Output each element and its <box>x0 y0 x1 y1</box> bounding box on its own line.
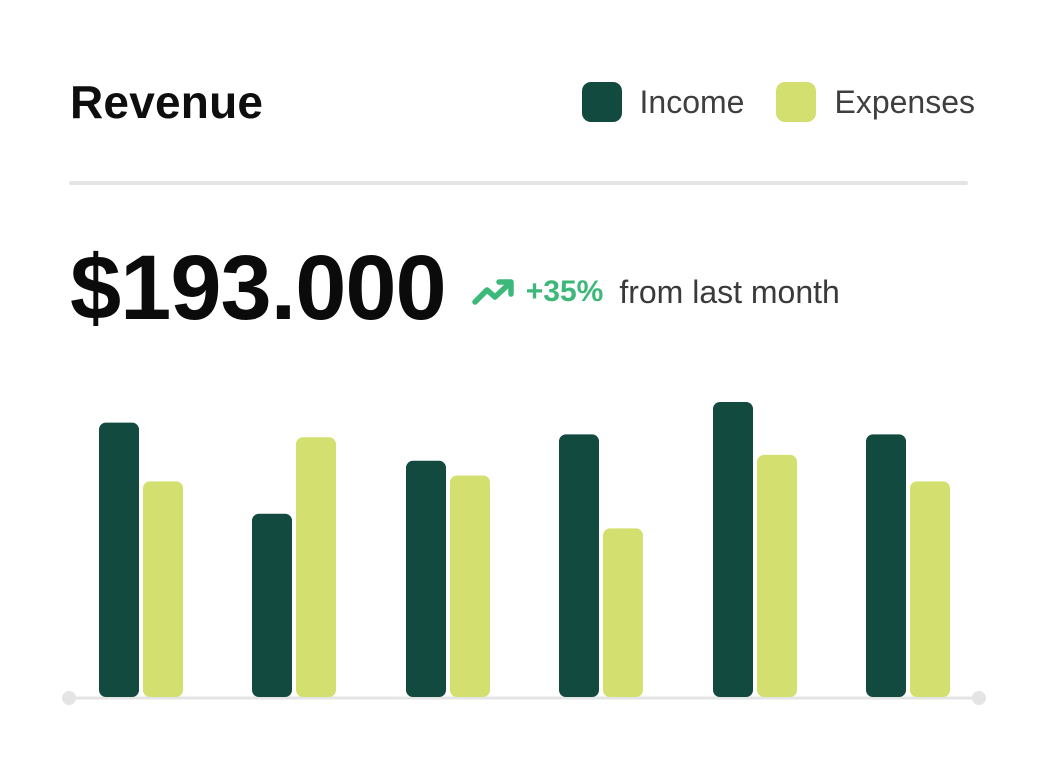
trending-up-icon-arrowhead <box>495 279 514 297</box>
revenue-bar-chart <box>62 402 986 705</box>
trending-up-icon-line <box>471 280 513 305</box>
chart-legend: Income Expenses <box>550 82 975 122</box>
expenses-swatch <box>776 82 817 122</box>
card-title: Revenue <box>70 76 264 128</box>
income-bar-3 <box>406 460 446 697</box>
expenses-bar-3 <box>450 475 490 697</box>
legend-label-expenses: Expenses <box>834 84 975 120</box>
revenue-summary: $193.000 +35% from last month <box>70 238 840 338</box>
trending-up-icon <box>471 277 516 307</box>
expenses-bar-5 <box>757 454 797 697</box>
expenses-bar-1 <box>143 481 183 697</box>
legend-item-income: Income <box>581 82 745 122</box>
expenses-bar-2 <box>296 437 336 697</box>
change-description: from last month <box>619 273 840 310</box>
baseline-end-dot <box>972 691 986 705</box>
expenses-bar-6 <box>910 481 950 697</box>
revenue-total-value: $193.000 <box>70 237 447 339</box>
change-indicator: +35% from last month <box>471 273 840 311</box>
expenses-bar-4 <box>603 528 643 697</box>
income-bar-5 <box>713 402 753 697</box>
income-bar-2 <box>252 513 292 697</box>
income-bar-4 <box>559 434 599 697</box>
change-percent: +35% <box>525 275 604 308</box>
baseline-start-dot <box>62 691 76 705</box>
legend-item-expenses: Expenses <box>776 82 975 122</box>
income-swatch <box>581 82 622 122</box>
income-bar-6 <box>866 434 906 697</box>
income-bar-1 <box>99 422 139 697</box>
legend-label-income: Income <box>639 84 745 120</box>
header-divider <box>69 181 968 185</box>
